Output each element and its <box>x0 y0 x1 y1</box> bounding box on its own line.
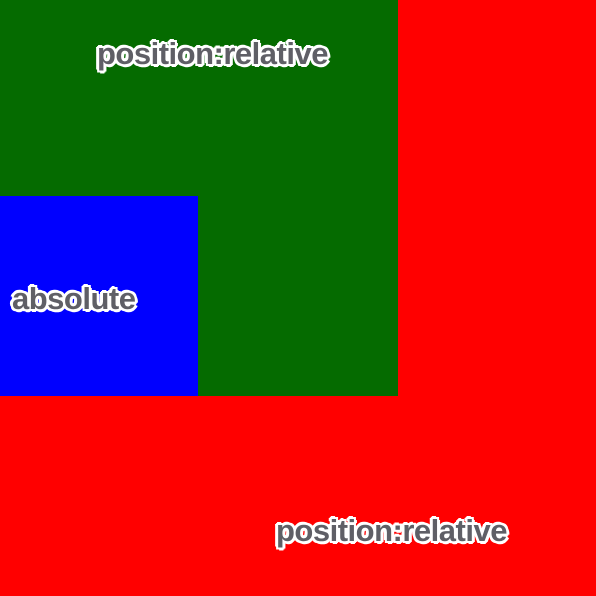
absolute-box <box>0 196 198 396</box>
inner-box-label: position:relative <box>97 36 328 71</box>
outer-box-label: position:relative <box>276 513 507 548</box>
inner-relative-box <box>0 0 398 396</box>
absolute-box-label: absolute <box>12 281 136 316</box>
